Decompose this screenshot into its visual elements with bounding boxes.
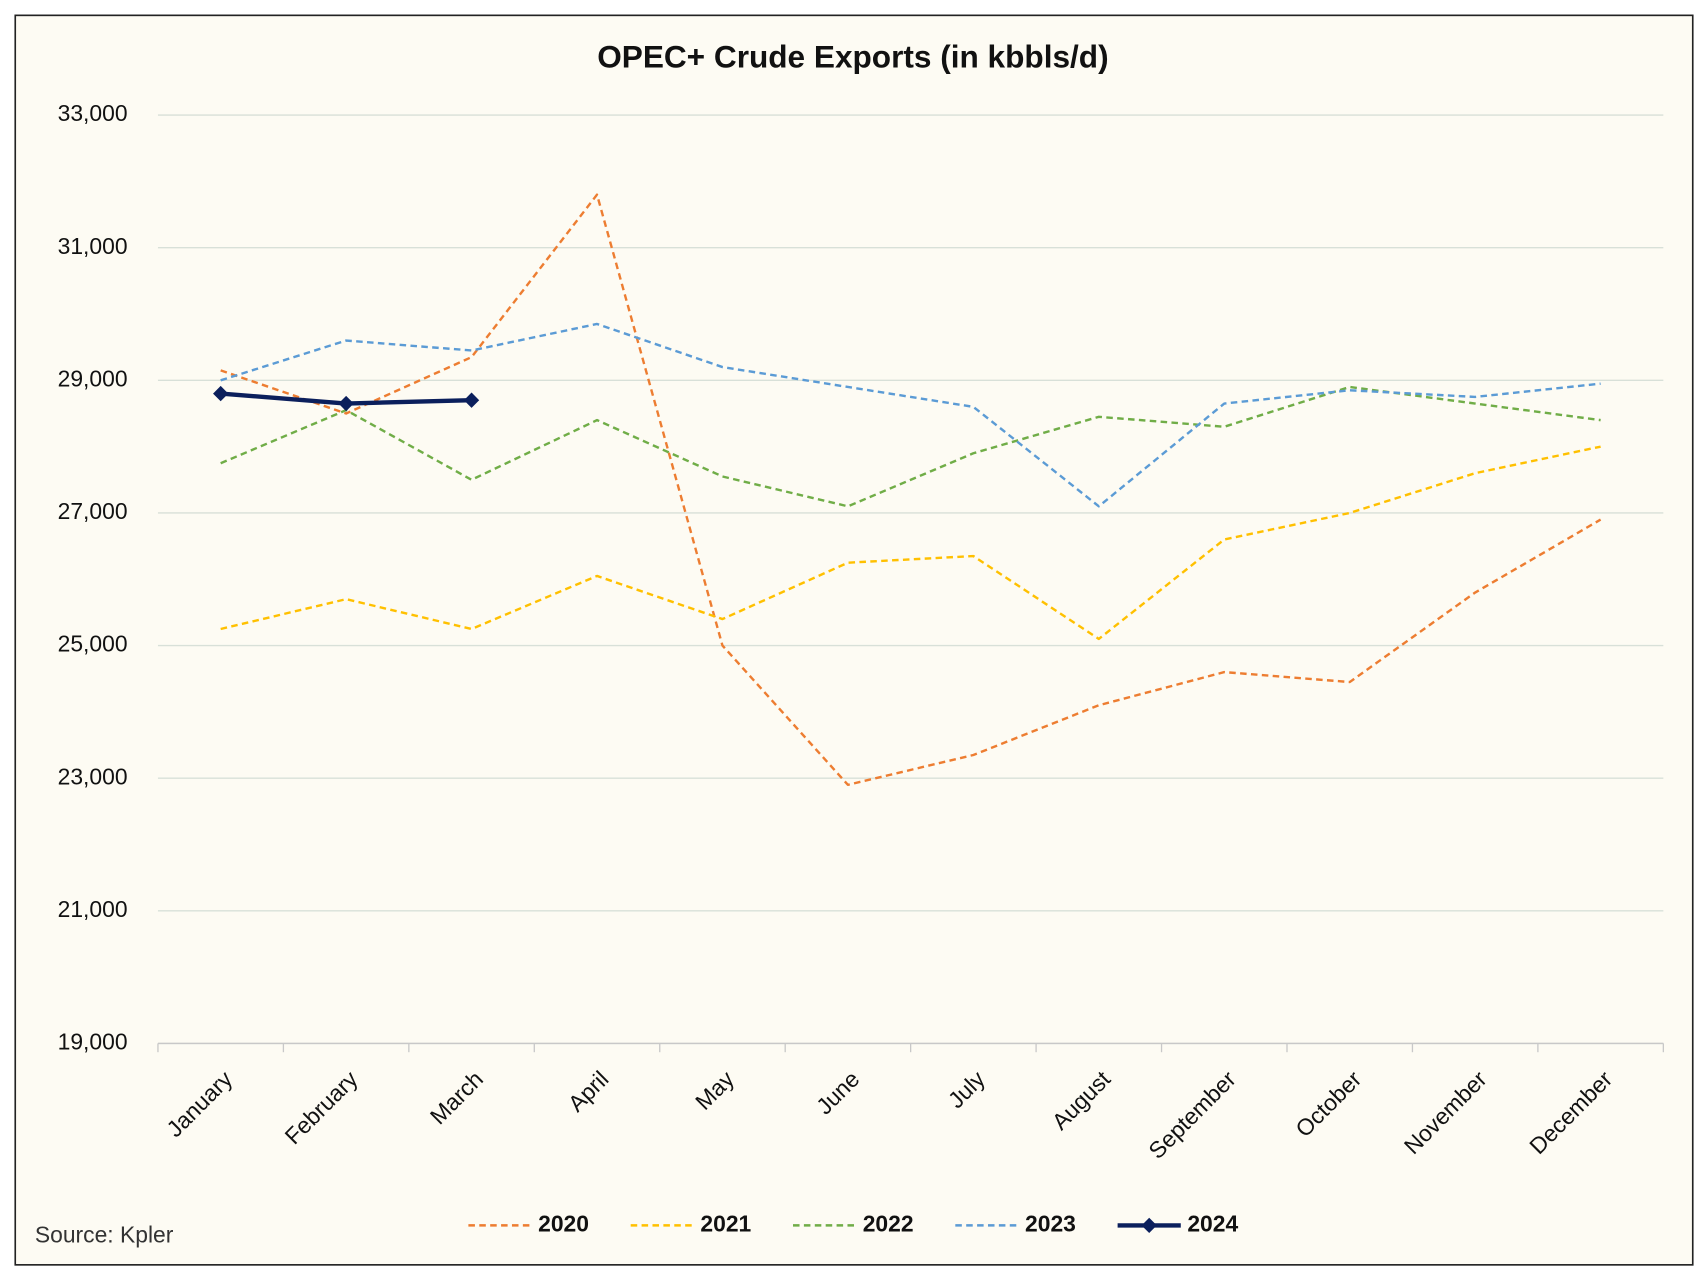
chart-background <box>14 14 1694 1266</box>
source-note: Source: Kpler <box>35 1221 174 1247</box>
series-marker <box>213 385 229 402</box>
legend-label: 2024 <box>1187 1210 1238 1236</box>
legend-label: 2022 <box>863 1210 914 1236</box>
series-marker <box>463 392 480 408</box>
legend-label: 2021 <box>700 1210 751 1236</box>
series-line <box>220 193 1602 787</box>
series-marker <box>338 395 354 412</box>
series-line <box>220 385 1601 508</box>
legend-label: 2023 <box>1025 1210 1076 1236</box>
y-tick-label: 25,000 <box>58 631 128 657</box>
legend-label: 2020 <box>538 1210 589 1236</box>
y-tick-label: 33,000 <box>58 100 128 126</box>
y-tick-label: 23,000 <box>58 763 128 789</box>
y-tick-label: 27,000 <box>58 498 128 524</box>
y-tick-label: 31,000 <box>58 233 128 259</box>
y-tick-label: 21,000 <box>58 896 128 922</box>
chart-title: OPEC+ Crude Exports (in kbbls/d) <box>597 38 1108 74</box>
series-line <box>220 322 1601 508</box>
y-tick-label: 29,000 <box>58 365 128 391</box>
y-tick-label: 19,000 <box>58 1028 128 1054</box>
legend-marker <box>1141 1217 1157 1234</box>
